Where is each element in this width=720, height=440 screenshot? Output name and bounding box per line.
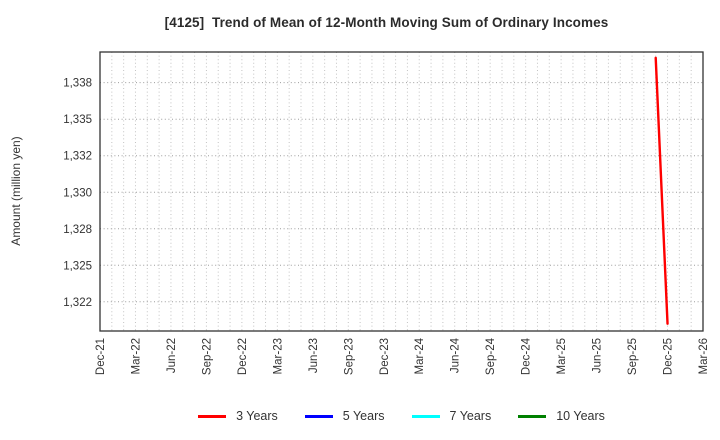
y-tick-label: 1,328 (63, 224, 92, 236)
y-tick-label: 1,332 (63, 151, 92, 163)
legend-item-7-years: 7 Years (411, 409, 492, 423)
legend: 3 Years 5 Years 7 Years 10 Years (100, 404, 703, 428)
y-tick-label: 1,338 (63, 78, 92, 90)
legend-label-5-years: 5 Years (342, 409, 385, 423)
x-tick-label: Mar-25 (556, 338, 568, 374)
x-tick-label: Sep-24 (485, 337, 497, 375)
x-tick-label: Dec-25 (663, 338, 675, 375)
series-line-3-years (654, 56, 669, 325)
x-tick-label: Jun-25 (592, 338, 604, 373)
x-tick-label: Dec-21 (95, 338, 107, 375)
y-tick-label: 1,325 (63, 260, 92, 272)
x-tick-label: Sep-22 (201, 338, 213, 375)
x-tick-label: Jun-22 (166, 338, 178, 373)
x-tick-label: Dec-22 (237, 338, 249, 375)
legend-label-3-years: 3 Years (236, 409, 278, 423)
x-tick-label: Jun-23 (308, 338, 320, 373)
y-tick-label: 1,322 (63, 297, 92, 309)
plot-border (99, 51, 704, 332)
x-tick-label: Mar-23 (272, 338, 284, 374)
y-tick-label: 1,330 (63, 187, 92, 199)
legend-line-5-years-icon (304, 414, 333, 418)
legend-item-5-years: 5 Years (304, 409, 385, 423)
x-tick-label: Sep-23 (343, 338, 355, 375)
x-tick-label: Dec-24 (521, 337, 533, 375)
legend-line-10-years-icon (518, 414, 547, 418)
legend-line-3-years-icon (198, 414, 227, 418)
x-tick-label: Sep-25 (627, 338, 639, 375)
legend-line-7-years-icon (411, 414, 440, 418)
x-tick-label: Mar-24 (414, 337, 426, 374)
chart-title: [4125] Trend of Mean of 12-Month Moving … (164, 15, 609, 30)
x-tick-label: Mar-22 (130, 338, 142, 374)
y-tick-label: 1,335 (63, 114, 92, 126)
x-tick-label: Jun-24 (450, 337, 462, 373)
x-tick-label: Mar-26 (698, 338, 710, 374)
legend-item-10-years: 10 Years (518, 409, 605, 423)
x-tick-label: Dec-23 (379, 338, 391, 375)
legend-item-3-years: 3 Years (198, 409, 278, 423)
legend-label-7-years: 7 Years (449, 409, 492, 423)
legend-label-10-years: 10 Years (556, 409, 605, 423)
